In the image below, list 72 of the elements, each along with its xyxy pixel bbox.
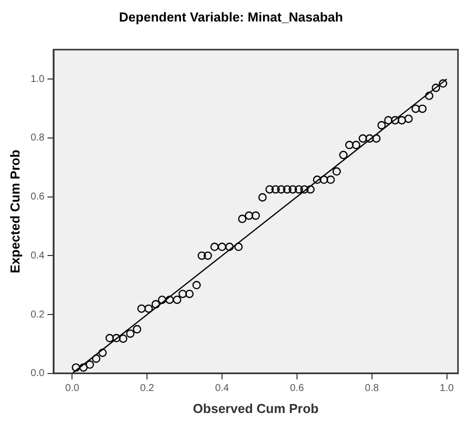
point <box>204 251 212 260</box>
point <box>79 363 88 372</box>
point <box>98 348 107 357</box>
point <box>192 280 201 290</box>
point <box>252 211 260 220</box>
y-tick-label: 0.0 <box>30 368 45 380</box>
point <box>432 84 440 92</box>
point <box>172 296 182 304</box>
point <box>72 363 80 372</box>
point <box>277 185 286 194</box>
point <box>144 304 153 313</box>
point <box>258 193 267 202</box>
point <box>418 104 427 113</box>
point <box>158 296 166 304</box>
point <box>365 134 374 143</box>
point <box>86 360 94 369</box>
point <box>132 325 142 334</box>
x-tick-label: 1.0 <box>440 383 454 394</box>
point <box>352 140 360 150</box>
point <box>198 251 206 260</box>
point <box>358 134 368 143</box>
point <box>105 334 114 342</box>
point <box>326 176 335 184</box>
y-axis-title: Expected Cum Prob <box>7 150 22 274</box>
point <box>384 116 393 124</box>
y-tick-label: 0.2 <box>30 309 45 320</box>
point <box>411 104 420 113</box>
y-tick-label: 0.8 <box>30 132 45 144</box>
point <box>112 334 121 342</box>
point <box>225 242 234 252</box>
point <box>424 92 434 100</box>
chart-title: Dependent Variable: Minat_Nasabah <box>119 9 344 24</box>
y-tick-label: 0.4 <box>30 250 45 262</box>
point <box>339 150 348 160</box>
point <box>185 290 194 298</box>
point <box>306 185 315 194</box>
x-tick-label: 0.2 <box>140 383 155 394</box>
point <box>294 185 304 194</box>
point <box>244 211 254 220</box>
y-tick-label: 1.0 <box>30 74 45 85</box>
point <box>118 334 128 343</box>
x-tick-label: 0.4 <box>215 383 230 394</box>
point <box>390 116 400 124</box>
point <box>152 300 160 308</box>
x-tick-label: 0.8 <box>364 383 380 394</box>
point <box>300 185 309 194</box>
point <box>137 304 146 313</box>
point <box>210 242 219 252</box>
point <box>92 354 100 363</box>
point <box>372 134 381 143</box>
x-tick-label: 0.6 <box>290 383 304 394</box>
point <box>320 176 328 184</box>
x-tick-label: 0.0 <box>65 383 80 394</box>
point <box>283 185 292 194</box>
point <box>238 214 246 224</box>
point <box>404 114 413 123</box>
point <box>398 116 406 124</box>
point <box>165 296 174 304</box>
point <box>126 329 134 338</box>
point <box>265 185 274 194</box>
point <box>288 185 298 194</box>
point <box>312 176 322 184</box>
point <box>332 167 341 176</box>
point <box>178 290 187 298</box>
point <box>234 242 243 252</box>
y-tick-label: 0.6 <box>30 192 45 203</box>
point <box>218 242 226 252</box>
point <box>345 140 354 150</box>
point <box>377 121 386 130</box>
point <box>271 185 280 194</box>
x-axis-title: Observed Cum Prob <box>192 400 319 416</box>
point <box>438 79 448 88</box>
